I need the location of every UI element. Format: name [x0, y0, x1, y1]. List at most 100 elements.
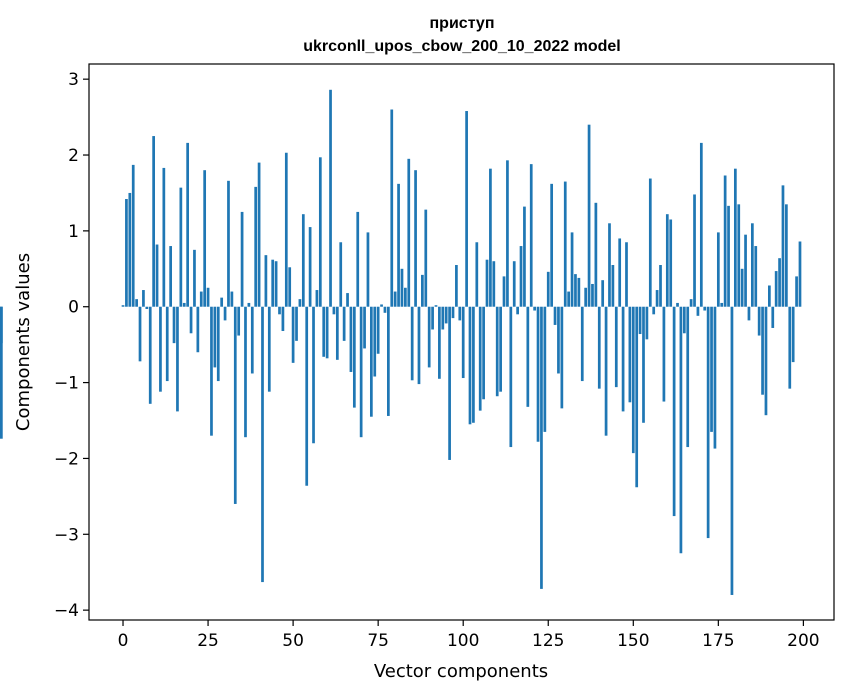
bar-component-101	[465, 111, 468, 307]
bar-component-190	[768, 285, 771, 307]
x-tick-label: 175	[702, 631, 734, 651]
bar-component-42	[264, 255, 268, 307]
bar-component-57	[315, 290, 319, 307]
bar-component-93	[438, 306, 441, 379]
bar-component-126	[550, 183, 554, 307]
bar-component-6	[142, 290, 145, 307]
bar-component-122	[536, 306, 540, 442]
bar-component-141	[601, 280, 605, 307]
bar-component-168	[693, 194, 696, 307]
bar-component-120	[529, 164, 533, 307]
bar-component-151	[635, 306, 639, 488]
bar-component-153	[642, 306, 645, 423]
bar-component-33	[233, 306, 237, 504]
bar-component-50	[291, 306, 295, 363]
bar-component-177	[723, 175, 727, 307]
bar-component-40	[257, 162, 261, 307]
bar-component-19	[186, 142, 190, 307]
bar-component-68	[352, 306, 356, 408]
bar-component-53	[301, 214, 305, 307]
bar-component-97	[451, 306, 455, 319]
bar-component-25	[206, 287, 210, 307]
bar-component-70	[359, 306, 363, 438]
bar-component-137	[587, 124, 591, 307]
bar-component-150	[631, 306, 635, 454]
bar-component-136	[584, 287, 588, 307]
bar-component-194	[781, 185, 785, 307]
bar-component-45	[274, 261, 278, 307]
bar-component-77	[383, 306, 387, 313]
bar-component-66	[346, 293, 349, 307]
bar-component-169	[696, 306, 700, 316]
bar-component-76	[380, 304, 383, 307]
bar-component-139	[594, 202, 598, 307]
bar-component-48	[284, 152, 288, 307]
bar-component-124	[543, 306, 547, 432]
bar-component-121	[533, 306, 536, 311]
bar-component-9	[152, 136, 155, 307]
bar-component-8	[148, 306, 152, 404]
bar-component-65	[342, 306, 346, 341]
bar-component-105	[478, 306, 482, 411]
bar-component-63	[335, 306, 339, 360]
bar-component-149	[628, 306, 632, 403]
bar-component-145	[614, 306, 618, 388]
bar-component-90	[427, 306, 431, 368]
bar-component-56	[312, 306, 315, 444]
bar-component-191	[771, 306, 775, 328]
bar-component-158	[659, 265, 662, 307]
bar-component-118	[523, 206, 526, 307]
bar-component-22	[196, 306, 200, 353]
bar-component-16	[176, 306, 179, 412]
bar-component-87	[417, 306, 421, 385]
bar-component-82	[400, 268, 404, 307]
y-axis-label: Components values	[13, 253, 34, 431]
x-tick-label: 75	[367, 631, 389, 651]
y-axis: 3 2 1 0 −1 −2 −3 −4	[54, 70, 89, 621]
bar-component-189	[764, 306, 768, 416]
bar-component-144	[611, 265, 615, 307]
bar-component-178	[727, 205, 730, 307]
bar-component-24	[203, 170, 207, 307]
bar-component-112	[502, 276, 506, 307]
bar-component-128	[557, 306, 560, 374]
bar-component-92	[434, 305, 438, 307]
x-axis: 0 25 50 75 100 125 150 175 200	[118, 620, 820, 651]
bar-component-95	[444, 306, 448, 324]
bar-component-10	[155, 244, 159, 307]
y-tick-label: 1	[68, 222, 79, 242]
bar-component-111	[499, 306, 502, 392]
bar-component-30	[223, 306, 227, 321]
y-tick-label: −1	[54, 374, 79, 394]
bar-component-55	[308, 227, 312, 307]
bar-component-39	[254, 186, 258, 307]
bar-component-109	[492, 261, 496, 307]
bar-component-163	[676, 302, 679, 307]
bar-component-41	[261, 306, 264, 583]
bar-component-49	[288, 267, 292, 307]
bar-component-26	[210, 306, 213, 436]
bar-component-195	[785, 204, 788, 307]
bar-component-180	[733, 168, 737, 307]
bar-component-106	[482, 306, 485, 400]
bar-component-71	[363, 306, 366, 349]
bar-component-7	[145, 306, 149, 310]
bar-component-176	[720, 302, 724, 307]
bar-component-60	[325, 306, 329, 359]
bar-component-103	[472, 306, 475, 423]
x-tick-label: 100	[447, 631, 479, 651]
bar-component-188	[761, 306, 764, 395]
bar-component-34	[237, 306, 241, 336]
y-tick-label: 0	[68, 298, 79, 318]
bar-component-79	[390, 109, 394, 307]
bar-component-196	[788, 306, 792, 389]
bar-component-187	[757, 306, 761, 336]
bar-component-86	[414, 170, 417, 307]
bar-component-64	[339, 242, 343, 307]
bar-component-89	[424, 209, 428, 307]
bar-component-99	[458, 306, 462, 321]
bar-component-100	[461, 306, 465, 379]
bar-component-130	[563, 181, 567, 307]
bar-component-2	[128, 192, 132, 307]
